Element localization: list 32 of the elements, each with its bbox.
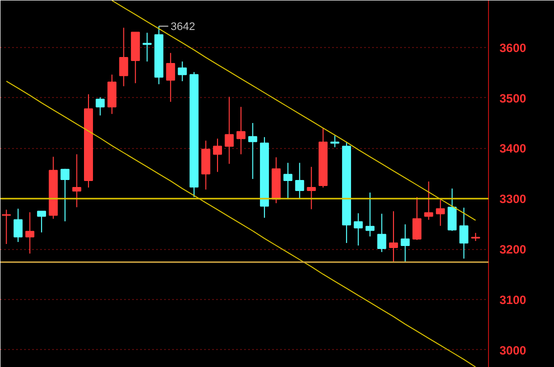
candlestick xyxy=(224,96,234,164)
y-tick-label: 3600 xyxy=(500,40,527,55)
candlestick xyxy=(354,212,363,246)
candlestick xyxy=(25,212,34,254)
candlestick xyxy=(260,136,269,218)
candlestick xyxy=(84,94,93,188)
candlestick xyxy=(213,138,222,172)
y-tick-label: 3500 xyxy=(500,91,527,106)
candlestick xyxy=(142,32,152,62)
candlestick xyxy=(248,122,258,180)
candlestick xyxy=(436,199,445,226)
candlestick xyxy=(72,154,82,208)
candlestick xyxy=(236,106,246,155)
candlestick xyxy=(119,27,128,87)
candlestick xyxy=(388,210,398,263)
y-tick-label: 3300 xyxy=(500,192,527,206)
candlestick xyxy=(166,52,176,102)
candlestick xyxy=(400,224,410,263)
candlestick xyxy=(283,162,292,200)
candlestick xyxy=(107,74,116,114)
candlestick xyxy=(366,192,375,237)
y-tick-label: 3100 xyxy=(500,292,527,307)
y-tick-label: 3000 xyxy=(500,343,527,358)
candlestick xyxy=(201,140,210,190)
candlestick xyxy=(2,209,11,244)
candlestick xyxy=(459,207,468,260)
y-tick-label: 3400 xyxy=(500,142,527,156)
y-tick-label: 3200 xyxy=(500,242,527,257)
candlestick xyxy=(14,208,23,242)
annotation: 3642 xyxy=(170,21,196,34)
candlestick xyxy=(178,61,187,82)
candlestick xyxy=(306,166,316,210)
